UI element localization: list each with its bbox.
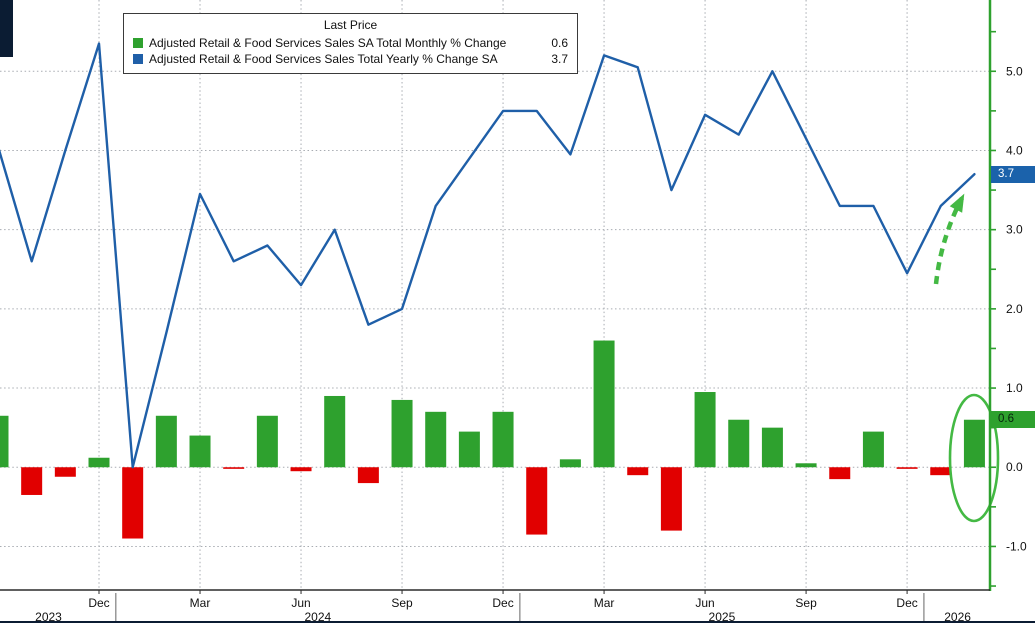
svg-text:2024: 2024: [305, 610, 332, 623]
legend-row-monthly: Adjusted Retail & Food Services Sales SA…: [133, 35, 568, 51]
svg-text:2.0: 2.0: [1006, 302, 1023, 316]
monthly-series-swatch-icon: [133, 38, 143, 48]
legend-title: Last Price: [323, 18, 378, 32]
svg-text:Dec: Dec: [88, 596, 109, 610]
svg-text:Mar: Mar: [190, 596, 211, 610]
svg-text:2023: 2023: [35, 610, 62, 623]
svg-text:Sep: Sep: [795, 596, 817, 610]
svg-text:-1.0: -1.0: [1006, 539, 1027, 553]
monthly-series-last-price: 0.6: [551, 36, 568, 50]
svg-text:Mar: Mar: [594, 596, 615, 610]
terminal-chrome-bottom-edge: [0, 621, 1035, 623]
svg-text:3.0: 3.0: [1006, 223, 1023, 237]
last-price-badge-yearly: 3.7: [991, 165, 1035, 183]
svg-text:Jun: Jun: [695, 596, 714, 610]
svg-text:Jun: Jun: [291, 596, 310, 610]
monthly-series-label: Adjusted Retail & Food Services Sales SA…: [149, 36, 507, 50]
svg-text:Dec: Dec: [492, 596, 513, 610]
svg-text:5.0: 5.0: [1006, 64, 1023, 78]
svg-text:2025: 2025: [709, 610, 736, 623]
legend-row-yearly: Adjusted Retail & Food Services Sales To…: [133, 51, 568, 67]
terminal-chrome-top-left: [0, 0, 13, 57]
svg-text:Dec: Dec: [896, 596, 917, 610]
yearly-series-last-price: 3.7: [551, 52, 568, 66]
yearly-series-label: Adjusted Retail & Food Services Sales To…: [149, 52, 498, 66]
svg-text:Sep: Sep: [391, 596, 413, 610]
svg-text:2026: 2026: [944, 610, 971, 623]
yearly-series-swatch-icon: [133, 54, 143, 64]
chart-legend: Last Price Adjusted Retail & Food Servic…: [123, 13, 578, 74]
svg-text:1.0: 1.0: [1006, 381, 1023, 395]
svg-text:0.0: 0.0: [1006, 460, 1023, 474]
svg-text:4.0: 4.0: [1006, 143, 1023, 157]
last-price-badge-monthly: 0.6: [991, 411, 1035, 429]
